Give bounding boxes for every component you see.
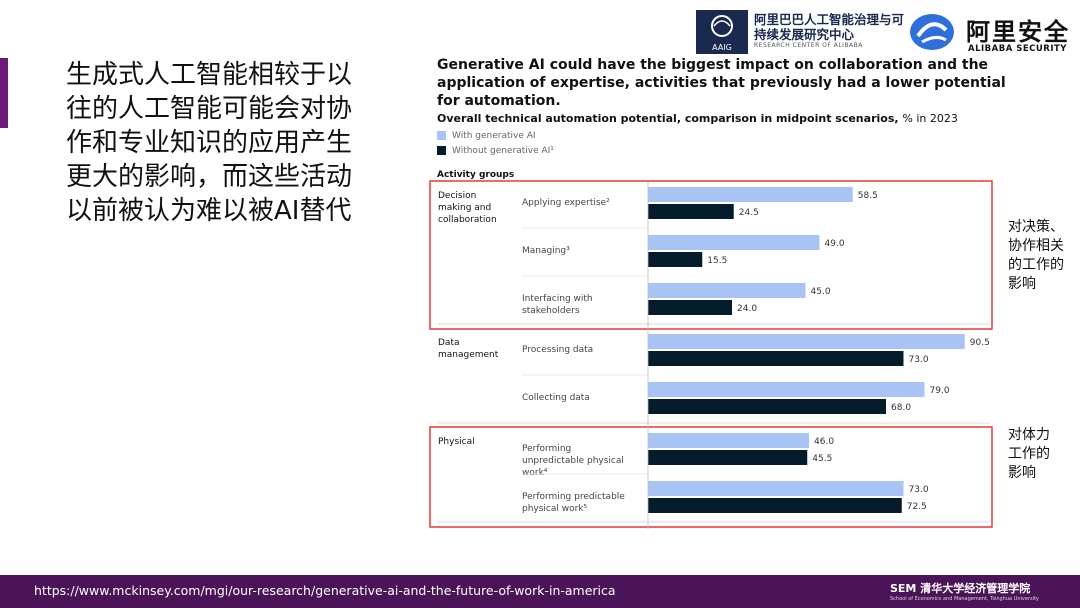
- activity-label-2-0: Performing unpredictable physical work⁴: [522, 444, 624, 478]
- alibaba-security-logo-cn: 阿里安全: [966, 18, 1070, 46]
- aaig-logo-icon: AAIG: [696, 10, 748, 54]
- bar-without-ai-2-1: [648, 498, 902, 513]
- slide-main-text: 生成式人工智能相较于以往的人工智能可能会对协作和专业知识的应用产生更大的影响，而…: [66, 60, 353, 226]
- activity-label-0-2: Interfacing with stakeholders: [522, 294, 593, 316]
- value-label-with-ai-1-0: 90.5: [970, 338, 990, 348]
- note-physical-impact: 对体力工作的影响: [1008, 427, 1050, 481]
- footer-source-url[interactable]: https://www.mckinsey.com/mgi/our-researc…: [34, 583, 616, 598]
- value-label-with-ai-2-1: 73.0: [909, 485, 929, 495]
- aaig-icon-text: AAIG: [712, 43, 732, 52]
- value-label-without-ai-1-0: 73.0: [909, 355, 929, 365]
- legend-label-with-ai: With generative AI: [452, 130, 536, 141]
- bar-without-ai-2-0: [648, 450, 808, 465]
- group-label-1: Data management: [438, 338, 499, 360]
- value-label-with-ai-2-0: 46.0: [814, 437, 834, 447]
- activity-label-1-0: Processing data: [522, 345, 593, 355]
- chart-subtitle-text: Overall technical automation potential, …: [437, 112, 899, 125]
- legend-swatch-without-ai: [437, 146, 446, 155]
- alibaba-security-logo-en: ALIBABA SECURITY: [968, 44, 1067, 54]
- legend-swatch-with-ai: [437, 131, 446, 140]
- activity-groups-header: Activity groups: [437, 170, 515, 180]
- aaig-logo-name: 阿里巴巴人工智能治理与可持续发展研究中心: [754, 12, 905, 42]
- chart-unit: % in 2023: [902, 112, 958, 125]
- activity-label-0-1: Managing³: [522, 246, 570, 256]
- footer-bar: https://www.mckinsey.com/mgi/our-researc…: [0, 575, 1080, 608]
- aaig-logo-english: RESEARCH CENTER OF ALIBABA: [754, 42, 863, 49]
- accent-bar: [0, 58, 8, 128]
- value-label-without-ai-0-0: 24.5: [739, 208, 759, 218]
- group-label-2: Physical: [438, 437, 475, 447]
- bar-with-ai-1-0: [648, 334, 965, 349]
- bar-without-ai-0-1: [648, 252, 703, 267]
- bar-with-ai-2-1: [648, 481, 904, 496]
- bar-with-ai-0-1: [648, 235, 820, 250]
- value-label-without-ai-0-2: 24.0: [737, 304, 757, 314]
- chart-legend: With generative AI Without generative AI…: [437, 128, 554, 158]
- legend-label-without-ai: Without generative AI¹: [452, 145, 554, 156]
- tsinghua-sem-logo-sub: School of Economics and Management, Tsin…: [890, 596, 1039, 602]
- value-label-without-ai-1-1: 68.0: [891, 403, 911, 413]
- legend-item-with-ai: With generative AI: [437, 128, 554, 143]
- value-label-with-ai-0-0: 58.5: [858, 191, 878, 201]
- value-label-with-ai-0-2: 45.0: [811, 287, 831, 297]
- bar-with-ai-0-0: [648, 187, 853, 202]
- activity-label-2-1: Performing predictable physical work⁵: [522, 492, 625, 514]
- chart-subtitle: Overall technical automation potential, …: [437, 112, 997, 125]
- bar-without-ai-0-2: [648, 300, 732, 315]
- highlight-box-0: [429, 180, 993, 330]
- value-label-with-ai-0-1: 49.0: [825, 239, 845, 249]
- legend-item-without-ai: Without generative AI¹: [437, 143, 554, 158]
- alibaba-security-logo-icon: [908, 12, 956, 52]
- tsinghua-sem-logo: SEM 清华大学经济管理学院 School of Economics and M…: [890, 580, 1070, 604]
- bar-without-ai-0-0: [648, 204, 734, 219]
- value-label-without-ai-2-0: 45.5: [812, 454, 832, 464]
- note-decision-impact: 对决策、协作相关的工作的影响: [1008, 219, 1064, 292]
- bar-chart: Decision making and collaboration Applying …: [429, 180, 993, 529]
- bar-without-ai-1-0: [648, 351, 904, 366]
- chart-title: Generative AI could have the biggest imp…: [437, 57, 1006, 109]
- tsinghua-sem-logo-text: SEM 清华大学经济管理学院: [890, 582, 1031, 595]
- bar-with-ai-2-0: [648, 433, 809, 448]
- bar-with-ai-1-1: [648, 382, 925, 397]
- bar-without-ai-1-1: [648, 399, 886, 414]
- value-label-without-ai-2-1: 72.5: [907, 502, 927, 512]
- value-label-without-ai-0-1: 15.5: [707, 256, 727, 266]
- group-label-0: Decision making and collaboration: [438, 191, 497, 225]
- activity-label-1-1: Collecting data: [522, 393, 590, 403]
- highlight-box-2: [429, 426, 993, 528]
- activity-label-0-0: Applying expertise²: [522, 198, 610, 208]
- bar-with-ai-0-2: [648, 283, 806, 298]
- value-label-with-ai-1-1: 79.0: [930, 386, 950, 396]
